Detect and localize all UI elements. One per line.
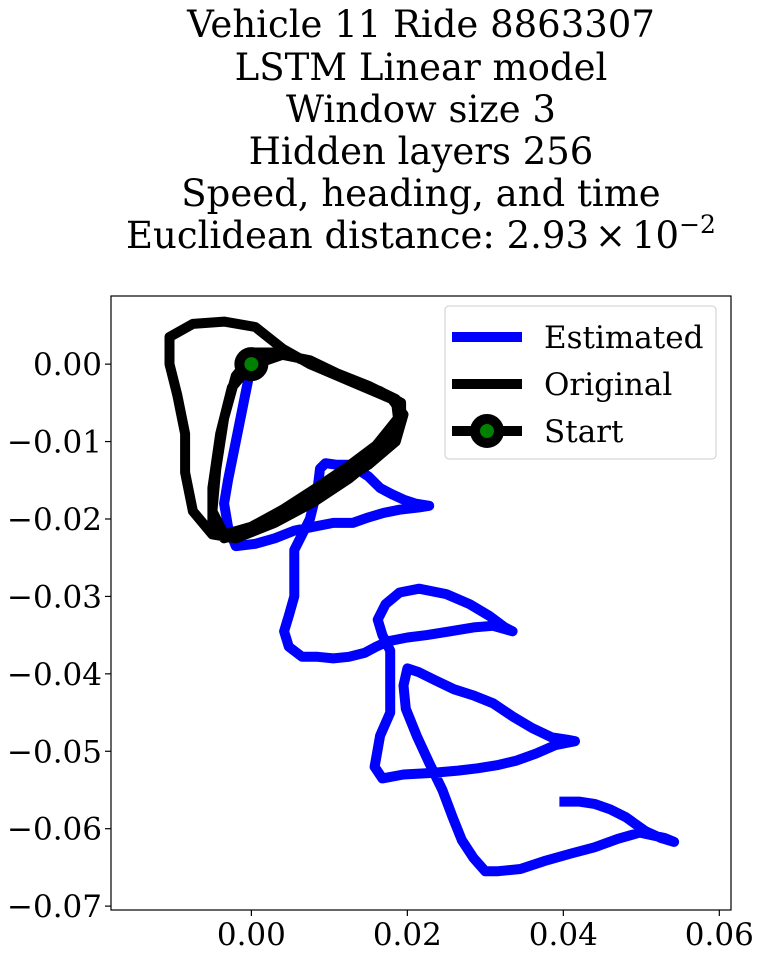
y-tick-label: 0.00 (33, 347, 102, 383)
plot-frame (110, 295, 732, 911)
title-line-3: Window size 3 (286, 88, 556, 131)
x-tick-label: 0.02 (373, 917, 442, 953)
y-tick-label: −0.04 (7, 657, 102, 693)
series-layer (164, 316, 680, 877)
title-line-5: Speed, heading, and time (181, 172, 660, 215)
y-tick-label: −0.05 (7, 734, 102, 770)
x-tick-label: 0.00 (217, 917, 286, 953)
legend-original-label: Original (544, 367, 672, 403)
series-original-line (164, 316, 409, 544)
legend-estimated-label: Estimated (544, 320, 703, 356)
chart-title: Vehicle 11 Ride 8863307 LSTM Linear mode… (126, 3, 716, 257)
title-distance-prefix: Euclidean distance: (126, 214, 507, 257)
title-distance-base: 10 (632, 214, 679, 257)
x-tick-label: 0.04 (529, 917, 598, 953)
legend-start-marker (470, 414, 504, 448)
start-marker (234, 347, 269, 382)
title-distance-times: × (595, 214, 626, 257)
legend: Estimated Original Start (444, 305, 717, 460)
y-tick-label: −0.07 (7, 889, 102, 925)
legend-box (444, 305, 717, 460)
y-tick-label: −0.02 (7, 502, 102, 538)
axis-ticks: 0.00 0.02 0.04 0.06 0.00 −0.01 −0.02 −0.03 −0.04… (7, 347, 754, 953)
title-line-4: Hidden layers 256 (249, 130, 594, 173)
y-tick-label: −0.03 (7, 579, 102, 615)
title-line-2: LSTM Linear model (235, 46, 608, 89)
title-distance-exponent: −2 (679, 210, 716, 239)
legend-start-label: Start (544, 414, 624, 450)
y-tick-label: −0.06 (7, 812, 102, 848)
title-distance-mantissa: 2.93 (507, 214, 589, 257)
title-line-6: Euclidean distance: 2.93 × 10−2 (126, 210, 716, 257)
y-tick-label: −0.01 (7, 425, 102, 461)
x-tick-label: 0.06 (685, 917, 754, 953)
title-line-1: Vehicle 11 Ride 8863307 (186, 3, 655, 46)
series-estimated-line (219, 363, 680, 877)
